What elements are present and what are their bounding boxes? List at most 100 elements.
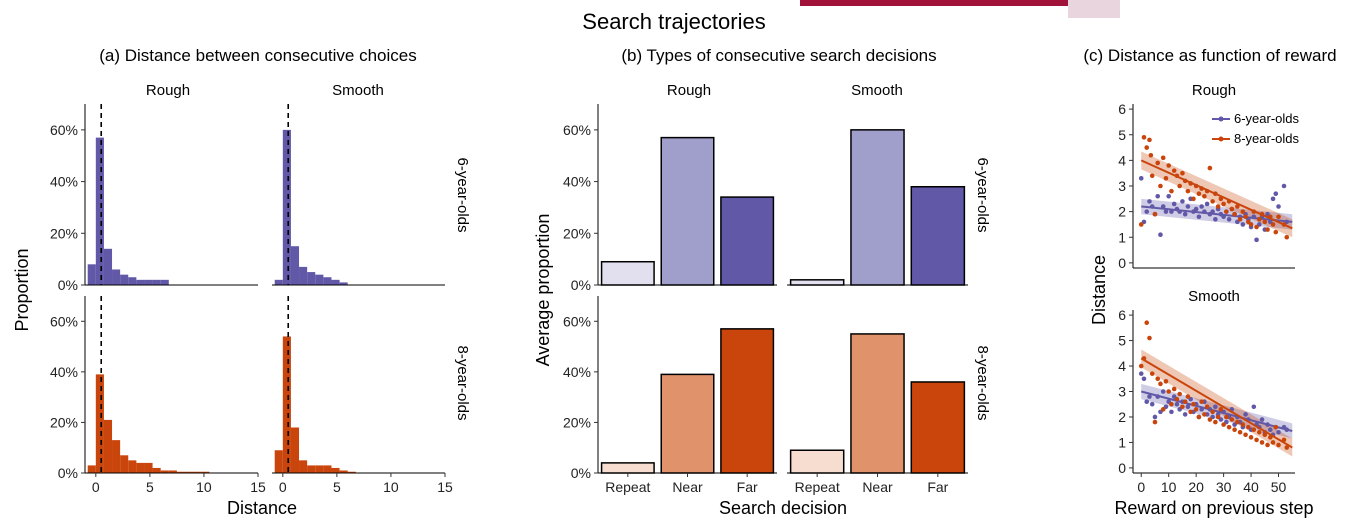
data-point [1174,396,1180,402]
y-tick-label: 20% [50,414,78,430]
bar-repeat [789,279,845,286]
x-tick-label: 5 [146,479,154,495]
x-tick-label: 10 [196,479,212,495]
histogram-bar [152,467,161,473]
data-point [1246,424,1251,430]
data-point [1237,217,1243,222]
y-tick-label: 6 [1118,307,1126,323]
histogram-bar [290,246,300,285]
data-point [1152,414,1158,420]
data-point [1174,401,1180,407]
data-point [1248,222,1254,227]
chart-c-row-label-2: Smooth [1188,288,1240,305]
histogram-bar [95,137,104,285]
histogram-bar [87,465,96,473]
histogram-bar [331,467,340,473]
data-point [1215,204,1221,209]
histogram-bar [168,470,177,473]
data-point [1177,183,1182,189]
data-point [1147,199,1152,204]
histogram-bar [136,462,145,473]
data-point [1204,404,1210,410]
data-point [1265,442,1270,448]
data-point [1221,422,1226,427]
data-point [1144,145,1150,150]
chart-c-panel-1: 0 1 2 3 4 5 6 [1118,101,1295,271]
data-point [1257,217,1262,222]
data-point [1196,414,1202,420]
x-tick-label: Near [862,479,893,495]
histogram-bar [274,279,283,285]
data-point [1163,379,1169,384]
y-tick-label: 0 [1118,255,1126,271]
y-tick-label: 5 [1118,127,1126,143]
data-point [1243,412,1248,417]
data-point [1273,424,1279,430]
data-point [1235,419,1240,425]
data-point [1169,188,1174,194]
data-point [1210,199,1215,204]
x-tick-label: 5 [333,479,341,495]
legend-label-8-year-olds: 8-year-olds [1234,131,1300,146]
bar-far [720,196,775,286]
data-point [1204,201,1210,207]
histogram-bar [176,471,186,473]
y-tick-label: 60% [50,313,78,329]
data-point [1152,211,1158,217]
data-point [1207,165,1213,171]
data-point [1196,191,1202,196]
data-point [1169,401,1174,407]
x-tick-label: 15 [250,479,266,495]
histogram-bar [185,471,194,473]
chart-c-row-label-1: Rough [1192,82,1236,99]
data-point [1199,399,1204,404]
y-tick-label: 5 [1118,333,1126,349]
y-tick-label: 4 [1118,358,1126,374]
data-point [1182,211,1188,217]
chart-b-xlabel: Search decision [719,498,847,518]
histogram-bar [193,471,202,473]
chart-a-panel-1: 0% 20% 40% 60% [50,104,258,293]
data-point [1232,211,1237,217]
data-point [1144,209,1150,214]
data-point [1213,217,1218,222]
y-tick-label: 0 [1118,460,1126,476]
data-point [1270,196,1276,202]
histogram-bar [315,274,324,285]
data-point [1218,407,1224,412]
data-point [1202,193,1207,199]
chart-a-title: (a) Distance between consecutive choices [99,46,417,65]
x-tick-label: Far [737,479,758,495]
chart-b-ylabel: Average proportion [533,214,553,367]
bar-far [910,185,966,286]
histogram-bar [120,455,129,473]
y-tick-label: 1 [1118,229,1126,245]
data-point [1185,394,1191,399]
x-tick-label: 40 [1243,479,1259,495]
chart-a-row-label-1: 6-year-olds [454,157,471,232]
data-point [1276,442,1281,448]
fit-line [1140,159,1293,230]
chart-a-ylabel: Proportion [12,248,32,331]
chart-c-title: (c) Distance as function of reward [1083,46,1336,65]
legend-label-6-year-olds: 6-year-olds [1234,111,1300,126]
data-point [1149,371,1155,376]
x-tick-label: 0 [1137,479,1145,495]
histogram-bar [136,279,145,285]
data-point [1155,376,1161,382]
data-point [1281,183,1287,189]
data-point [1224,414,1229,420]
data-point [1182,399,1188,404]
data-point [1265,227,1270,232]
data-point [1138,363,1144,369]
data-point [1229,206,1235,212]
data-point [1193,206,1199,212]
data-point [1273,229,1279,235]
data-point [1180,199,1185,204]
data-point [1149,401,1155,407]
chart-a-xlabel: Distance [227,498,297,518]
data-point [1185,204,1191,209]
data-point [1155,160,1161,166]
data-point [1267,427,1273,433]
